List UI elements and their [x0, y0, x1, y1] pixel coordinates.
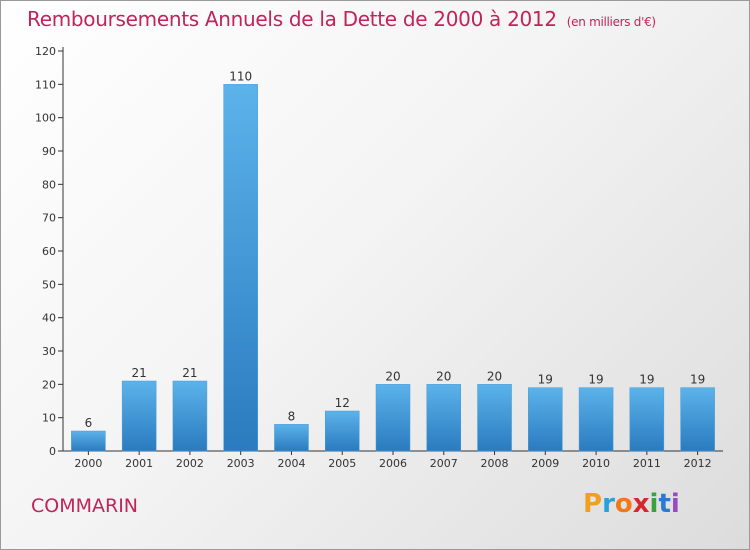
x-tick-label-2001: 2001 [125, 457, 153, 470]
chart-bars [71, 84, 715, 452]
proxiti-logo: Proxiti [583, 489, 680, 519]
value-label-2008: 20 [487, 369, 502, 383]
x-tick-label-2005: 2005 [328, 457, 356, 470]
x-tick-label-2004: 2004 [277, 457, 305, 470]
x-tick-label-2006: 2006 [379, 457, 407, 470]
value-label-2005: 12 [335, 396, 350, 410]
y-tick-label: 20 [42, 378, 56, 391]
value-label-2002: 21 [182, 366, 197, 380]
bar-2005 [324, 410, 360, 452]
value-label-2003: 110 [229, 69, 252, 83]
bar-2011 [629, 387, 665, 452]
bar-2012 [680, 387, 715, 452]
x-tick-label-2002: 2002 [176, 457, 204, 470]
bar-2006 [375, 384, 411, 452]
y-tick-label: 100 [35, 112, 56, 125]
chart-title-text: Remboursements Annuels de la Dette de 20… [27, 7, 557, 31]
value-label-2006: 20 [385, 369, 400, 383]
value-label-2012: 19 [690, 373, 705, 387]
bar-2010 [578, 387, 614, 452]
commune-name: COMMARIN [31, 495, 139, 517]
value-label-2009: 19 [538, 373, 553, 387]
bar-2000 [71, 430, 106, 452]
value-label-2001: 21 [132, 366, 147, 380]
y-tick-label: 110 [35, 78, 56, 91]
value-label-2007: 20 [436, 369, 451, 383]
x-tick-label-2011: 2011 [633, 457, 661, 470]
y-tick-label: 40 [42, 312, 56, 325]
y-tick-label: 0 [49, 445, 56, 458]
x-tick-label-2012: 2012 [684, 457, 712, 470]
y-tick-label: 10 [42, 412, 56, 425]
chart-labels: 6 2000 21 2001 21 2002 110 2003 8 2004 12 2005 20 200… [74, 69, 711, 470]
value-label-2004: 8 [288, 409, 296, 423]
y-tick-label: 50 [42, 278, 56, 291]
value-label-2010: 19 [588, 373, 603, 387]
x-tick-label-2009: 2009 [531, 457, 559, 470]
bar-2003 [223, 84, 258, 452]
value-label-2011: 19 [639, 373, 654, 387]
value-label-2000: 6 [85, 416, 93, 430]
y-tick-label: 70 [42, 212, 56, 225]
bar-2007 [426, 384, 462, 452]
bar-2002 [172, 380, 208, 452]
y-tick-label: 60 [42, 245, 56, 258]
bar-2008 [477, 384, 512, 452]
x-tick-label-2007: 2007 [430, 457, 458, 470]
y-tick-label: 120 [35, 45, 56, 58]
x-tick-label-2003: 2003 [227, 457, 255, 470]
x-tick-label-2010: 2010 [582, 457, 610, 470]
y-tick-label: 80 [42, 178, 56, 191]
bar-2001 [121, 380, 157, 452]
x-tick-label-2000: 2000 [74, 457, 102, 470]
bar-2009 [528, 387, 563, 452]
y-tick-label: 90 [42, 145, 56, 158]
chart-title: Remboursements Annuels de la Dette de 20… [27, 7, 656, 31]
y-tick-label: 30 [42, 345, 56, 358]
chart-unit: (en milliers d'€) [566, 15, 656, 29]
x-tick-label-2008: 2008 [481, 457, 509, 470]
bar-2004 [274, 424, 309, 452]
